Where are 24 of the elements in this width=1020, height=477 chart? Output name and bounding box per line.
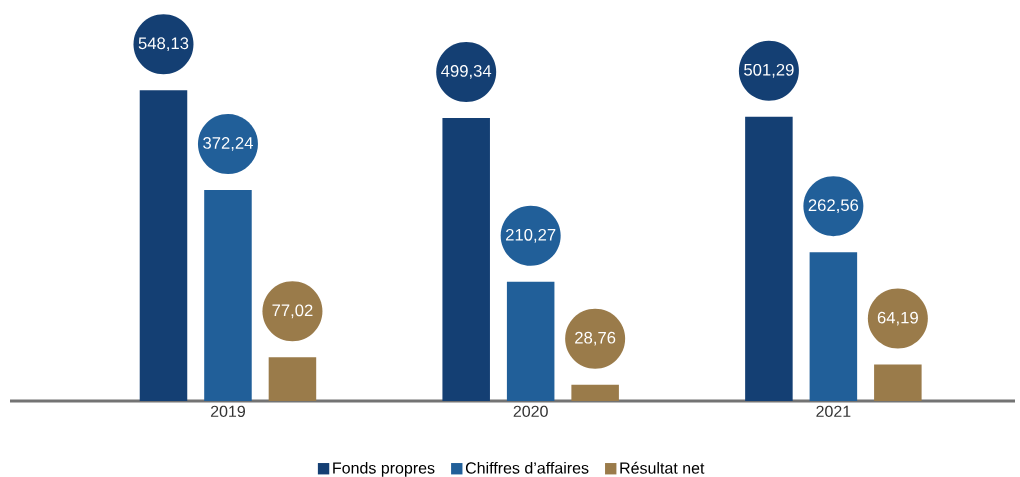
x-tick-label: 2021 <box>816 405 851 418</box>
legend-label: Résultat net <box>620 461 705 474</box>
x-tick-label: 2020 <box>513 405 548 418</box>
bar <box>874 364 922 401</box>
bar <box>268 357 317 401</box>
data-label: 64,19 <box>877 311 918 326</box>
bar <box>571 384 619 401</box>
data-label: 210,27 <box>506 228 556 243</box>
data-label: 501,29 <box>744 63 794 78</box>
bar <box>204 189 252 401</box>
data-label: 28,76 <box>575 331 616 346</box>
legend-label: Fonds propres <box>333 461 435 477</box>
legend-label: Chiffres d’affaires <box>465 461 589 474</box>
x-tick-label: 2019 <box>210 405 245 418</box>
data-label: 262,56 <box>808 199 859 214</box>
bar <box>442 117 490 401</box>
data-label: 77,02 <box>272 304 313 319</box>
bar <box>139 90 188 401</box>
bar <box>506 281 555 401</box>
data-label: 548,13 <box>138 37 189 52</box>
data-label: 372,24 <box>203 137 253 151</box>
bar <box>745 116 793 401</box>
data-label: 499,34 <box>441 65 492 79</box>
bar <box>809 252 858 401</box>
